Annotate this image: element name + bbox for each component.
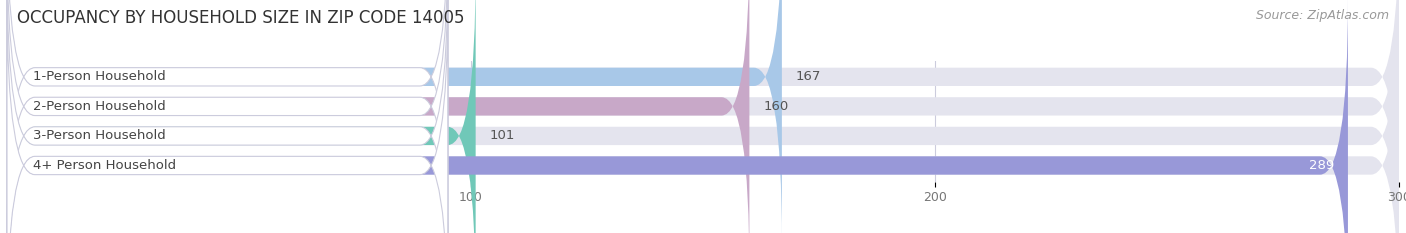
FancyBboxPatch shape	[7, 0, 447, 233]
FancyBboxPatch shape	[7, 0, 447, 233]
Text: 160: 160	[763, 100, 789, 113]
FancyBboxPatch shape	[7, 0, 1399, 233]
FancyBboxPatch shape	[7, 0, 1399, 233]
Text: 101: 101	[489, 130, 515, 142]
Text: 289: 289	[1309, 159, 1334, 172]
FancyBboxPatch shape	[7, 0, 1399, 233]
FancyBboxPatch shape	[7, 0, 475, 233]
FancyBboxPatch shape	[7, 0, 1348, 233]
FancyBboxPatch shape	[7, 0, 749, 233]
Text: 167: 167	[796, 70, 821, 83]
Text: 4+ Person Household: 4+ Person Household	[34, 159, 177, 172]
Text: Source: ZipAtlas.com: Source: ZipAtlas.com	[1256, 9, 1389, 22]
FancyBboxPatch shape	[7, 0, 782, 233]
FancyBboxPatch shape	[7, 0, 447, 233]
Text: 1-Person Household: 1-Person Household	[34, 70, 166, 83]
Text: 3-Person Household: 3-Person Household	[34, 130, 166, 142]
FancyBboxPatch shape	[7, 0, 447, 233]
Text: 2-Person Household: 2-Person Household	[34, 100, 166, 113]
Text: OCCUPANCY BY HOUSEHOLD SIZE IN ZIP CODE 14005: OCCUPANCY BY HOUSEHOLD SIZE IN ZIP CODE …	[17, 9, 464, 27]
FancyBboxPatch shape	[7, 0, 1399, 233]
